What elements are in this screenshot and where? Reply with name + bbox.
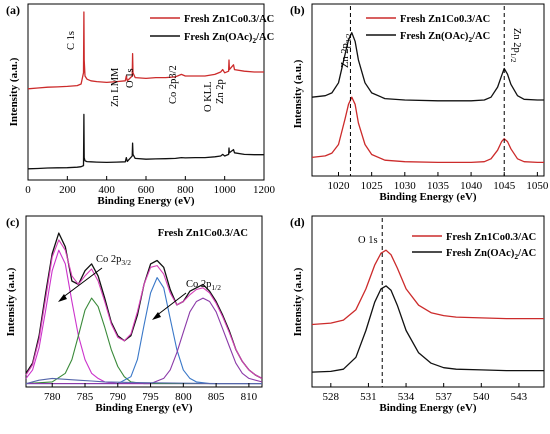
panel-b-xtick-label-0: 1020 [328, 180, 351, 192]
panel-a-xlabel: Binding Energy (eV) [97, 195, 195, 207]
panel-c-xtick-label-3: 795 [142, 391, 159, 403]
panel-c-series [25, 232, 263, 385]
panel-d-xtick-label-2: 534 [398, 391, 415, 403]
panel-c-letter: (c) [6, 215, 19, 229]
panel-c-arrowhead-2 [152, 312, 161, 320]
panel-b-legend-1: Fresh Zn1Co0.3/AC [400, 14, 490, 25]
panel-b-xtick-label-3: 1035 [427, 180, 450, 192]
panel-a-xtick-label-0: 0 [25, 184, 31, 196]
panel-a-series-1 [27, 11, 264, 90]
panel-b: 1020 1025 1030 1035 1040 1045 1050 Binding Ene… [292, 3, 549, 203]
panel-a-xtick-label-4: 800 [177, 184, 194, 196]
panel-d-xlabel: Binding Energy (eV) [379, 402, 477, 414]
panel-a-xtick-label-5: 1000 [214, 184, 237, 196]
panel-a-ylabel: Intensity (a.u.) [8, 57, 20, 126]
panel-d-ylabel: Intensity (a.u.) [292, 267, 304, 336]
panel-a-xtick-label-1: 200 [59, 184, 76, 196]
panel-b-series [311, 32, 544, 164]
panel-a: 0 200 400 600 800 1000 1200 Binding Energy (eV… [8, 3, 276, 207]
panel-c-arrow-2 [155, 292, 187, 317]
panel-a-legend-2: Fresh Zn(OAc)2/AC [184, 32, 274, 45]
panel-a-series-2 [27, 113, 264, 170]
panel-b-xtick-label-6: 1050 [526, 180, 549, 192]
panel-d-series-2 [311, 285, 544, 373]
panel-a-peak-okll: O KLL [203, 81, 214, 112]
panel-b-xtick-label-1: 1025 [361, 180, 384, 192]
panel-a-xtick-label-6: 1200 [253, 184, 276, 196]
panel-c-xtick-label-5: 805 [208, 391, 225, 403]
panel-a-xtick-label-3: 600 [138, 184, 155, 196]
panel-a-peak-co: Co 2p3/2 [168, 65, 179, 104]
panel-a-series [27, 11, 264, 170]
panel-a-ticks: 0 200 400 600 800 1000 1200 [25, 176, 276, 196]
panel-a-peak-c1s: C 1s [66, 31, 77, 50]
panel-c-series-2 [25, 239, 263, 379]
panel-b-xlabel: Binding Energy (eV) [379, 191, 477, 203]
panel-d-legend-1: Fresh Zn1Co0.3/AC [446, 232, 536, 243]
panel-a-legend-1: Fresh Zn1Co0.3/AC [184, 14, 274, 25]
panel-b-xtick-label-2: 1030 [394, 180, 417, 192]
panel-b-reference-lines [349, 6, 505, 176]
panel-d-letter: (d) [290, 215, 305, 229]
panel-c-xtick-label-1: 785 [77, 391, 94, 403]
panel-b-legend-2: Fresh Zn(OAc)2/AC [400, 31, 490, 44]
panel-d-frame [311, 215, 545, 388]
panel-d-peak-o1s: O 1s [358, 235, 378, 246]
panel-c-series-3 [25, 249, 262, 385]
panel-b-peak-zn2p32: Zn 2p3/2 [340, 33, 353, 68]
panel-c-peak-co2p12: Co 2p1/2 [186, 279, 221, 292]
panel-d-xtick-label-0: 528 [323, 391, 340, 403]
panel-b-xtick-label-4: 1040 [460, 180, 483, 192]
panel-b-frame [311, 3, 545, 177]
panel-c: 780 785 790 795 800 805 810 Binding Energy (eV… [5, 215, 263, 414]
panel-c-series-6 [26, 297, 263, 385]
panel-c-xtick-label-0: 780 [44, 391, 61, 403]
panel-c-xlabel: Binding Energy (eV) [95, 402, 193, 414]
panel-c-xtick-label-4: 800 [175, 391, 192, 403]
panel-c-frame [25, 215, 263, 388]
panel-d-xtick-label-1: 531 [360, 391, 377, 403]
panel-b-peak-zn2p12: Zn 2p1/2 [509, 28, 522, 63]
panel-c-xtick-label-6: 810 [241, 391, 258, 403]
panel-a-letter: (a) [6, 3, 20, 17]
panel-b-series-2 [311, 32, 544, 102]
panel-d-xtick-label-3: 537 [435, 391, 452, 403]
panel-d-legend-2: Fresh Zn(OAc)2/AC [446, 248, 536, 261]
panel-a-peak-znlmm: Zn LMM [110, 67, 121, 107]
panel-c-arrowhead-1 [58, 294, 67, 302]
panel-c-peak-co2p32: Co 2p3/2 [96, 254, 131, 267]
panel-a-xtick-label-2: 400 [98, 184, 115, 196]
panel-d: 528 531 534 537 540 543 Binding Energy (eV) I… [292, 215, 545, 414]
panel-c-series-5 [26, 277, 262, 385]
panel-b-ticks: 1020 1025 1030 1035 1040 1045 1050 [328, 172, 549, 192]
panel-d-xtick-label-4: 540 [473, 391, 490, 403]
panel-d-xtick-label-5: 543 [511, 391, 528, 403]
panel-c-series-7 [25, 377, 262, 385]
panel-c-ticks: 780 785 790 795 800 805 810 [44, 383, 258, 403]
panel-b-ylabel: Intensity (a.u.) [292, 59, 304, 128]
panel-a-peak-o1s: O 1s [125, 68, 136, 88]
panel-c-title: Fresh Zn1Co0.3/AC [158, 228, 248, 239]
panel-b-xtick-label-5: 1045 [493, 180, 516, 192]
panel-c-xtick-label-2: 790 [110, 391, 127, 403]
panel-c-series-4 [25, 297, 262, 385]
panel-d-ticks: 528 531 534 537 540 543 [323, 383, 528, 403]
panel-d-series [311, 249, 544, 373]
panel-d-series-1 [311, 249, 544, 326]
panel-b-series-1 [311, 96, 544, 164]
panel-a-peak-zn2p: Zn 2p [215, 79, 226, 104]
panel-c-arrow-1 [61, 267, 103, 299]
panel-b-letter: (b) [290, 3, 305, 17]
panel-c-ylabel: Intensity (a.u.) [5, 267, 17, 336]
